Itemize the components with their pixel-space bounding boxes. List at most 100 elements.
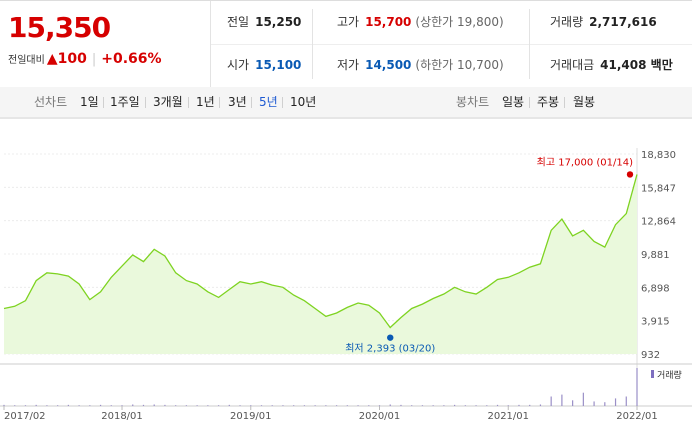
- high-label: 최고 17,000 (01/14): [537, 156, 633, 168]
- prev-close: 전일 15,250: [227, 1, 301, 44]
- volume-bar: [142, 404, 145, 406]
- low-label: 저가: [337, 58, 360, 72]
- x-tick-label: 2019/01: [230, 411, 272, 422]
- divider: [251, 97, 252, 108]
- volume-bar: [411, 405, 413, 406]
- x-tick-label: 2021/01: [487, 411, 529, 422]
- range-10y-button[interactable]: 10년: [290, 95, 317, 109]
- lower-limit: (하한가 10,700): [415, 58, 504, 72]
- volume-bar: [572, 400, 574, 406]
- volume-bar: [89, 405, 91, 406]
- volume-bar: [593, 401, 595, 406]
- y-tick-label: 9,881: [641, 250, 670, 261]
- volume-bar: [464, 405, 466, 406]
- divider: [564, 97, 565, 108]
- volume-bar: [35, 404, 37, 406]
- prev-close-label: 전일: [227, 15, 250, 29]
- divider: [188, 97, 189, 108]
- high-label: 고가: [337, 15, 360, 29]
- amount-label: 거래대금: [550, 58, 595, 72]
- stats-row: 전일 15,250 고가 15,700 (상한가 19,800) 거래량 2,717,6…: [211, 1, 692, 79]
- change-value: 100: [57, 51, 87, 67]
- candle-monthly-button[interactable]: 월봉: [573, 95, 596, 109]
- amount: 거래대금 41,408 백만: [550, 44, 673, 87]
- y-tick-label: 932: [641, 350, 660, 361]
- price-box: 15,350 전일대비 ▲100 | +0.66%: [0, 1, 211, 87]
- upper-limit: (상한가 19,800): [415, 15, 504, 29]
- volume-bar: [14, 405, 16, 406]
- y-tick-label: 3,915: [641, 317, 670, 328]
- volume-bar: [175, 405, 177, 406]
- volume-bar: [271, 405, 273, 406]
- stats-row: 시가 15,100 저가 14,500 (하한가 10,700) 거래대금 41,408…: [211, 44, 692, 87]
- x-tick-label: 2018/01: [101, 411, 143, 422]
- divider: [312, 9, 313, 79]
- chart-toolbar: 선차트 1일 1주일 3개월 1년 3년 5년 10년 봉차트 일봉 주봉 월봉: [0, 87, 692, 118]
- volume-bar: [378, 405, 381, 406]
- divider: [145, 97, 146, 108]
- volume-bar: [496, 404, 499, 406]
- divider: |: [91, 52, 97, 67]
- volume-bar: [293, 405, 295, 406]
- stats-table: 전일 15,250 고가 15,700 (상한가 19,800) 거래량 2,717,6…: [211, 1, 692, 87]
- volume-bar: [561, 394, 563, 406]
- prev-close-value: 15,250: [255, 15, 302, 29]
- range-1d-button[interactable]: 1일: [80, 95, 99, 109]
- volume-bar: [518, 404, 520, 406]
- candle-chart-label: 봉차트: [456, 95, 490, 109]
- low-marker: [387, 334, 394, 341]
- y-tick-label: 18,830: [641, 150, 676, 161]
- volume-bar: [614, 398, 617, 406]
- volume-bar: [217, 405, 220, 406]
- volume-bar: [529, 404, 531, 406]
- price-chart: 18,830 15,847 12,864 9,881 6,898 3,915 932 거래량 2…: [0, 118, 692, 422]
- volume-bar: [46, 405, 48, 406]
- volume-bar: [260, 405, 263, 406]
- volume-bar: [507, 405, 509, 406]
- volume-bar: [486, 405, 488, 406]
- range-3y-button[interactable]: 3년: [228, 95, 247, 109]
- volume-bar: [443, 405, 445, 406]
- volume-bar: [239, 405, 241, 406]
- volume-bar: [24, 405, 27, 406]
- volume-bar: [110, 405, 112, 406]
- range-1w-button[interactable]: 1주일: [110, 95, 140, 109]
- volume-bar: [207, 405, 209, 406]
- range-1y-button[interactable]: 1년: [196, 95, 215, 109]
- price-area: [4, 174, 637, 354]
- volume-bar: [132, 404, 134, 406]
- change-rate: +0.66%: [101, 51, 162, 67]
- volume-bar: [250, 405, 252, 406]
- range-5y-button[interactable]: 5년: [259, 95, 278, 109]
- volume-bar: [325, 405, 327, 406]
- volume-bar: [357, 405, 359, 406]
- divider: [103, 97, 104, 108]
- candle-weekly-button[interactable]: 주봉: [537, 95, 560, 109]
- volume-legend-label: 거래량: [657, 369, 682, 381]
- volume-bar: [389, 404, 391, 406]
- stock-summary: 15,350 전일대비 ▲100 | +0.66% 전일 15,250 고가 15,700…: [0, 0, 692, 88]
- range-3m-button[interactable]: 3개월: [153, 95, 183, 109]
- volume-bar: [421, 405, 424, 406]
- x-tick-label: 2022/01: [616, 411, 658, 422]
- volume-bar: [78, 405, 80, 406]
- volume-bar: [636, 368, 638, 406]
- price-line: [3, 174, 638, 329]
- open: 시가 15,100: [227, 44, 301, 87]
- up-arrow-icon: ▲: [46, 51, 58, 67]
- low-label: 최저 2,393 (03/20): [345, 343, 435, 355]
- volume-bar: [346, 405, 348, 406]
- divider: [529, 97, 530, 108]
- divider: [529, 9, 530, 79]
- change-row: 전일대비 ▲100 | +0.66%: [8, 51, 162, 67]
- candle-daily-button[interactable]: 일봉: [502, 95, 525, 109]
- divider: [282, 97, 283, 108]
- high-value: 15,700: [365, 15, 412, 29]
- high: 고가 15,700 (상한가 19,800): [337, 1, 504, 44]
- x-tick-label: 2017/02: [4, 411, 46, 422]
- volume-bar: [185, 405, 187, 406]
- volume-bar: [67, 404, 69, 406]
- volume-bar: [196, 405, 198, 406]
- volume: 거래량 2,717,616: [550, 1, 657, 44]
- volume-bar: [475, 405, 477, 406]
